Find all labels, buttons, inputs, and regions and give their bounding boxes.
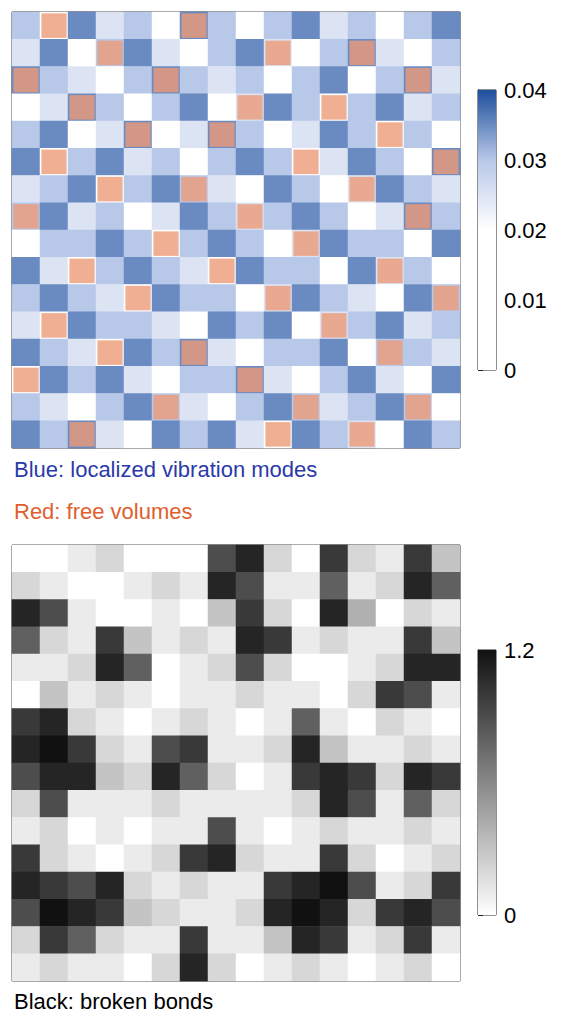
- svg-text:0.01: 0.01: [504, 288, 547, 313]
- svg-text:0: 0: [504, 903, 516, 928]
- svg-text:Black: broken bonds: Black: broken bonds: [14, 989, 213, 1014]
- svg-text:Red: free volumes: Red: free volumes: [14, 499, 193, 524]
- svg-text:0: 0: [504, 358, 516, 383]
- svg-text:0.04: 0.04: [504, 78, 547, 103]
- svg-text:0.02: 0.02: [504, 218, 547, 243]
- svg-text:1.2: 1.2: [504, 638, 535, 663]
- svg-text:0.03: 0.03: [504, 148, 547, 173]
- svg-text:Blue: localized vibration mode: Blue: localized vibration modes: [14, 457, 317, 482]
